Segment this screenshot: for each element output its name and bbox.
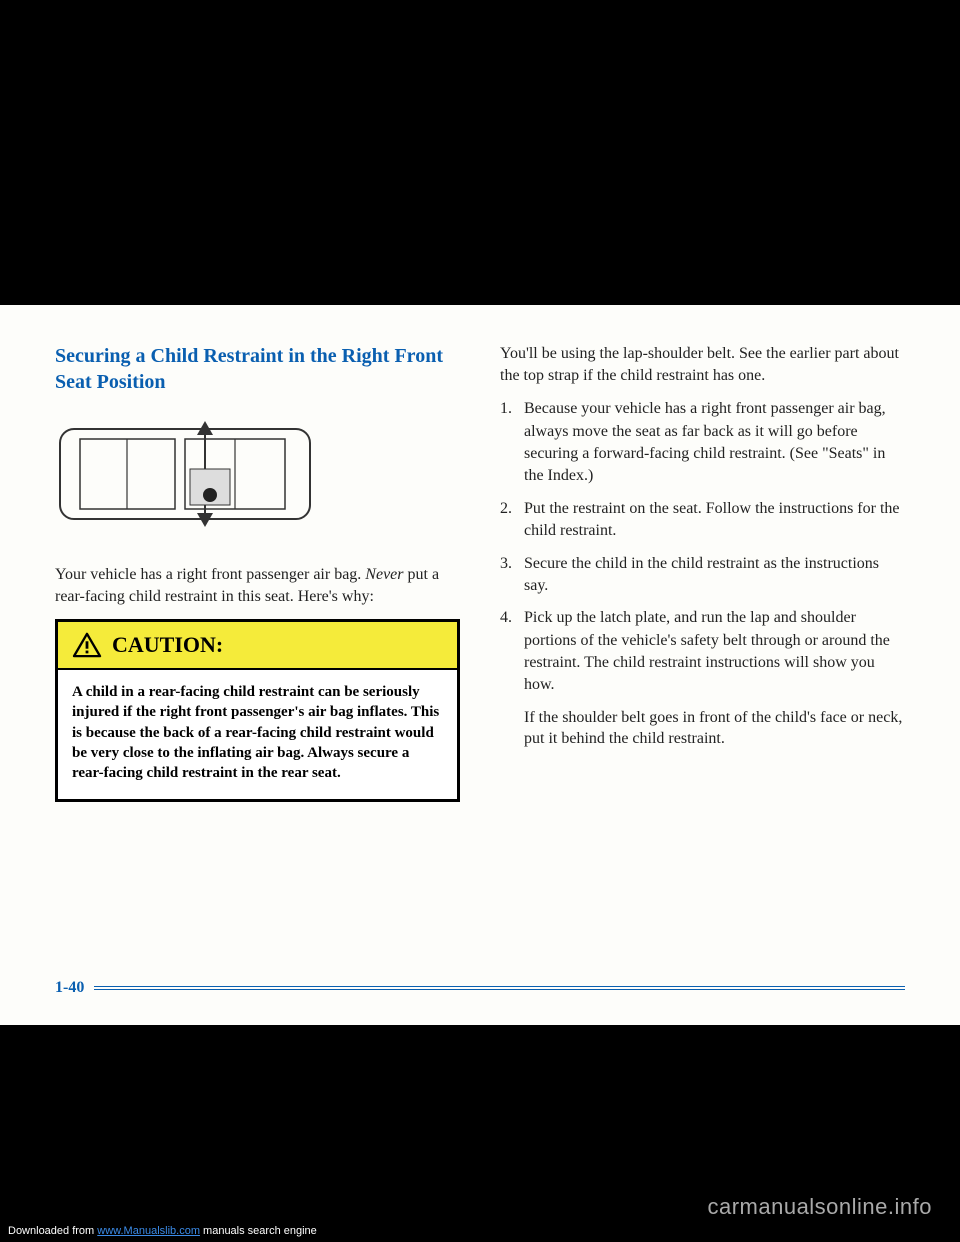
footer-rule (94, 986, 905, 990)
right-column: You'll be using the lap-shoulder belt. S… (500, 343, 905, 802)
content-columns: Securing a Child Restraint in the Right … (55, 343, 905, 802)
dl-prefix: Downloaded from (8, 1225, 97, 1237)
trailing-text: If the shoulder belt goes in front of th… (500, 707, 905, 750)
intro-a: Your vehicle has a right front passenger… (55, 566, 365, 583)
section-title: Securing a Child Restraint in the Right … (55, 343, 460, 395)
right-intro: You'll be using the lap-shoulder belt. S… (500, 343, 905, 386)
step-text: Secure the child in the child restraint … (524, 553, 905, 598)
step-number: 2. (500, 498, 524, 543)
intro-text: Your vehicle has a right front passenger… (55, 564, 460, 607)
list-item: 3.Secure the child in the child restrain… (500, 553, 905, 598)
step-number: 1. (500, 398, 524, 488)
warning-triangle-icon (72, 632, 102, 658)
list-item: 2.Put the restraint on the seat. Follow … (500, 498, 905, 543)
step-number: 4. (500, 607, 524, 697)
caution-header: CAUTION: (58, 622, 457, 670)
page-number: 1-40 (55, 979, 84, 997)
intro-never: Never (365, 566, 403, 583)
dl-suffix: manuals search engine (200, 1225, 317, 1237)
watermark-text: carmanualsonline.info (707, 1194, 932, 1220)
left-column: Securing a Child Restraint in the Right … (55, 343, 460, 802)
caution-body-text: A child in a rear-facing child restraint… (58, 670, 457, 799)
step-text: Put the restraint on the seat. Follow th… (524, 498, 905, 543)
caution-label: CAUTION: (112, 632, 223, 658)
list-item: 1.Because your vehicle has a right front… (500, 398, 905, 488)
steps-list: 1.Because your vehicle has a right front… (500, 398, 905, 697)
caution-box: CAUTION: A child in a rear-facing child … (55, 619, 460, 802)
dl-link[interactable]: www.Manualslib.com (97, 1225, 200, 1237)
step-number: 3. (500, 553, 524, 598)
step-text: Pick up the latch plate, and run the lap… (524, 607, 905, 697)
list-item: 4.Pick up the latch plate, and run the l… (500, 607, 905, 697)
car-top-diagram (55, 409, 325, 539)
page-footer: 1-40 (55, 979, 905, 997)
step-text: Because your vehicle has a right front p… (524, 398, 905, 488)
download-bar: Downloaded from www.Manualslib.com manua… (0, 1222, 960, 1242)
manual-page: Securing a Child Restraint in the Right … (0, 305, 960, 1025)
